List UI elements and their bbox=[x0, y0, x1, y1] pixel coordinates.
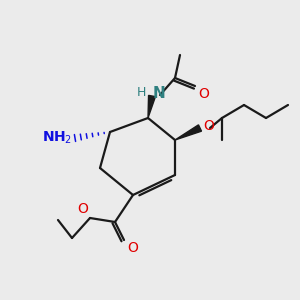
Polygon shape bbox=[175, 125, 202, 140]
Text: O: O bbox=[203, 119, 214, 133]
Text: O: O bbox=[127, 241, 138, 255]
Text: N: N bbox=[153, 86, 166, 101]
Text: H: H bbox=[136, 86, 146, 100]
Text: O: O bbox=[198, 87, 209, 101]
Text: O: O bbox=[77, 202, 88, 216]
Text: NH$_2$: NH$_2$ bbox=[42, 130, 72, 146]
Polygon shape bbox=[148, 95, 155, 118]
